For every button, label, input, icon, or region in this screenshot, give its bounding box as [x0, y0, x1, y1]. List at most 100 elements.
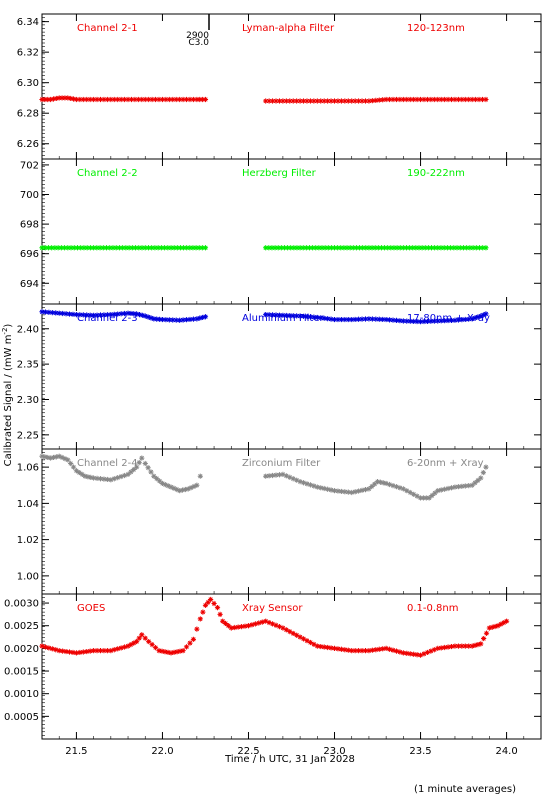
- data-point: [411, 318, 417, 324]
- data-point: [319, 245, 325, 251]
- panel-label: 6-20nm + Xray: [407, 458, 484, 469]
- data-point: [50, 454, 57, 461]
- data-point: [163, 96, 169, 103]
- data-point: [110, 245, 116, 251]
- data-point: [338, 488, 344, 495]
- data-point: [97, 476, 104, 482]
- panel-channel-2-2: 694 696 698 700 702 Channel 2-2 Herzberg Filte…: [20, 158, 542, 305]
- data-point: [303, 245, 309, 251]
- data-point: [338, 646, 344, 652]
- data-point: [376, 97, 382, 103]
- data-point: [63, 311, 69, 317]
- data-point: [380, 646, 386, 652]
- data-point: [73, 650, 80, 656]
- series-segment-1: [39, 245, 209, 251]
- data-point: [142, 245, 148, 251]
- data-point: [288, 245, 294, 251]
- data-point: [380, 480, 386, 486]
- data-point: [97, 96, 104, 103]
- data-point: [183, 644, 190, 650]
- data-point: [134, 638, 140, 645]
- data-point: [359, 487, 365, 493]
- data-point: [307, 314, 314, 320]
- data-point: [56, 95, 62, 101]
- data-point: [39, 96, 45, 103]
- data-point: [448, 96, 455, 103]
- data-point: [404, 488, 410, 494]
- data-point: [148, 469, 154, 475]
- series-segment-2: [263, 96, 489, 104]
- data-point: [356, 98, 362, 104]
- data-point: [108, 96, 114, 103]
- data-point: [165, 245, 171, 251]
- data-point: [372, 481, 378, 487]
- data-point: [85, 474, 91, 480]
- data-point: [452, 643, 458, 649]
- data-point: [187, 640, 193, 646]
- data-point: [403, 245, 410, 251]
- flare-marker-label-top: 2900: [186, 31, 209, 41]
- data-point: [171, 485, 177, 491]
- data-point: [159, 316, 166, 323]
- data-point: [369, 316, 375, 322]
- data-point: [325, 98, 331, 104]
- data-point: [118, 96, 124, 103]
- data-point: [184, 245, 190, 251]
- data-point: [217, 611, 223, 617]
- data-point: [422, 245, 428, 251]
- data-point: [79, 471, 85, 477]
- data-point: [191, 483, 197, 490]
- panel-label: Xray Sensor: [242, 603, 303, 614]
- data-point: [73, 468, 80, 474]
- data-point: [52, 245, 58, 251]
- y-tick-label: 702: [20, 160, 39, 171]
- data-point: [202, 602, 209, 608]
- data-point: [115, 311, 121, 317]
- data-point: [359, 98, 365, 104]
- data-point: [386, 96, 393, 103]
- data-point: [111, 647, 117, 653]
- data-point: [366, 98, 372, 104]
- data-point: [426, 495, 432, 501]
- data-point: [304, 313, 310, 320]
- data-point: [338, 245, 344, 251]
- data-point: [188, 485, 194, 491]
- data-point: [372, 245, 378, 251]
- data-point: [459, 643, 465, 649]
- data-point: [68, 245, 74, 251]
- data-point: [366, 486, 372, 492]
- panel-frame: [41, 593, 542, 740]
- data-point: [80, 96, 86, 103]
- data-point: [177, 488, 183, 494]
- data-point: [495, 623, 501, 629]
- panel-frame: [41, 13, 542, 160]
- data-point: [120, 245, 126, 251]
- data-point: [407, 96, 413, 103]
- data-point: [63, 648, 69, 655]
- data-point: [94, 96, 100, 103]
- data-point: [325, 316, 331, 322]
- data-point: [313, 245, 319, 251]
- data-point: [414, 318, 420, 325]
- data-point: [194, 316, 200, 322]
- data-point: [360, 245, 366, 251]
- data-point: [359, 316, 365, 322]
- y-tick-label: 1.00: [17, 571, 39, 582]
- data-point: [407, 318, 413, 324]
- data-point: [362, 98, 369, 104]
- data-point: [152, 245, 158, 251]
- data-point: [386, 317, 393, 323]
- data-point: [139, 312, 145, 318]
- data-point: [276, 98, 283, 104]
- data-point: [173, 96, 179, 103]
- panel-label: Channel 2-2: [77, 168, 138, 179]
- data-point: [375, 245, 381, 251]
- data-point: [171, 649, 177, 655]
- data-point: [460, 245, 467, 251]
- data-point: [457, 245, 463, 251]
- data-point: [239, 624, 245, 630]
- data-point: [297, 479, 303, 485]
- series-segment-1: [39, 453, 203, 494]
- y-tick-label: 0.0020: [4, 644, 39, 655]
- data-point: [325, 486, 331, 492]
